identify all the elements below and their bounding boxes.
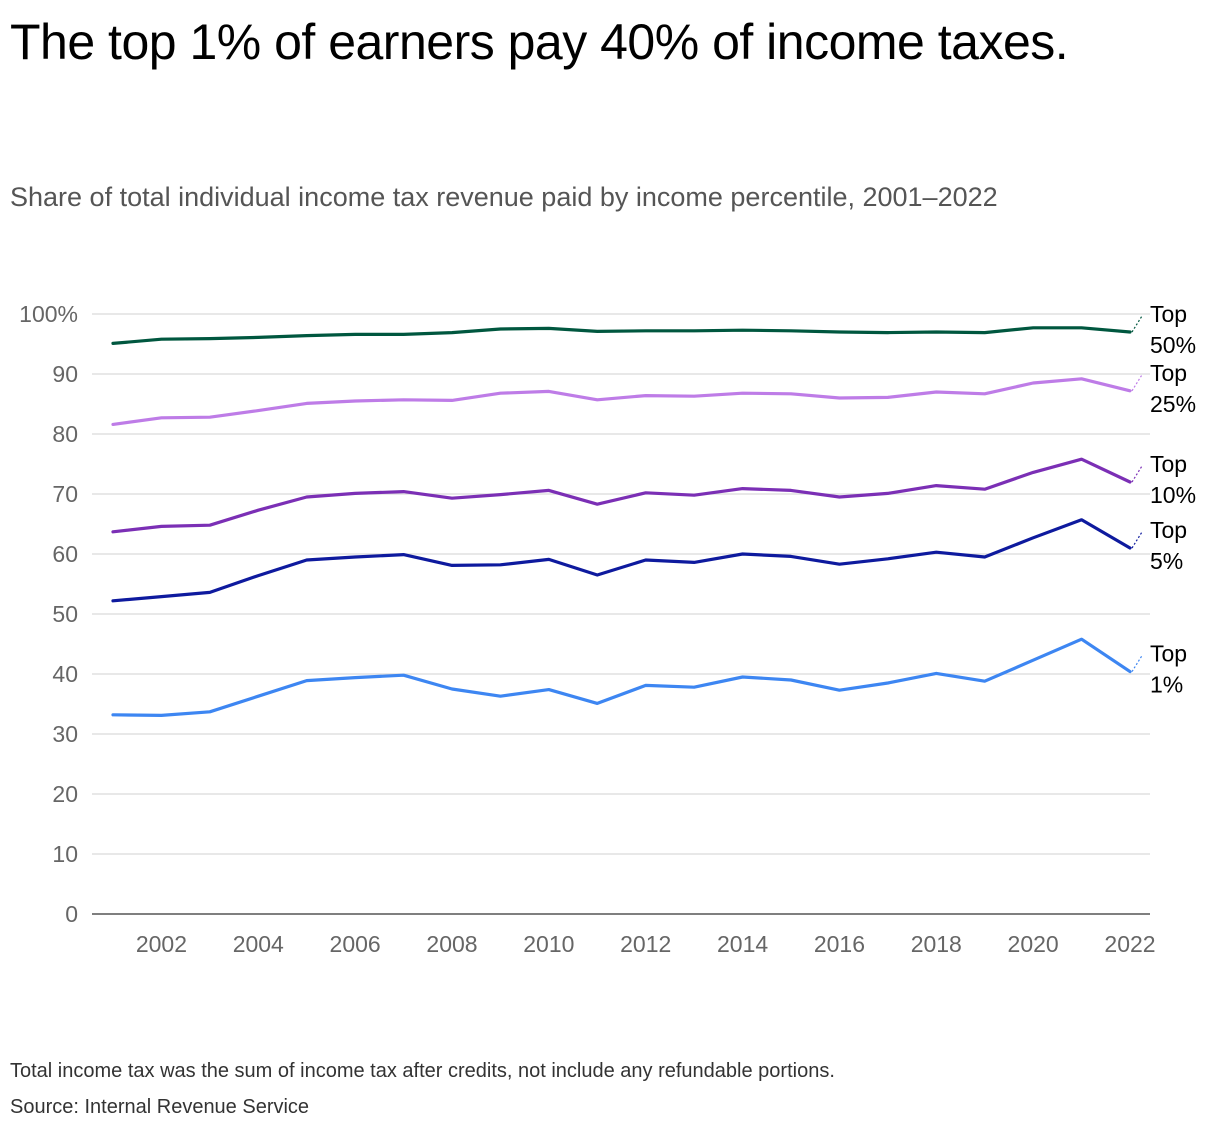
y-tick-label: 60 xyxy=(52,541,78,567)
y-tick-label: 20 xyxy=(52,781,78,807)
series-label-connector xyxy=(1131,465,1143,483)
gridlines xyxy=(92,313,1150,855)
series-lines xyxy=(111,326,1132,717)
x-tick-label: 2002 xyxy=(136,931,187,957)
series-label: Top xyxy=(1150,641,1187,667)
x-tick-label: 2006 xyxy=(330,931,381,957)
chart-subtitle: Share of total individual income tax rev… xyxy=(10,182,998,212)
series-label-connector xyxy=(1131,531,1143,549)
series-line xyxy=(111,377,1132,426)
y-tick-label: 30 xyxy=(52,721,78,747)
x-axis: 2002 2004 2006 2008 2010 2012 2014 2016 2018 2020… xyxy=(92,913,1156,957)
series-label-connector xyxy=(1131,655,1143,672)
series-label: Top xyxy=(1150,301,1187,327)
x-tick-label: 2020 xyxy=(1008,931,1059,957)
y-tick-label: 0 xyxy=(65,901,78,927)
chart-source: Source: Internal Revenue Service xyxy=(10,1096,310,1118)
y-tick-label: 100% xyxy=(19,301,78,327)
series-label: 50% xyxy=(1150,332,1196,358)
series-label: 25% xyxy=(1150,391,1196,417)
series-line xyxy=(111,637,1132,717)
y-tick-label: 90 xyxy=(52,361,78,387)
x-tick-label: 2014 xyxy=(717,931,768,957)
series-label: 1% xyxy=(1150,672,1183,698)
x-tick-label: 2010 xyxy=(523,931,574,957)
y-axis-tick-labels: 100% 90 80 70 60 50 40 30 20 10 0 xyxy=(19,301,78,927)
x-tick-label: 2008 xyxy=(426,931,477,957)
x-tick-label: 2004 xyxy=(233,931,284,957)
x-tick-label: 2012 xyxy=(620,931,671,957)
chart-title: The top 1% of earners pay 40% of income … xyxy=(10,14,1069,70)
series-line xyxy=(111,326,1132,346)
series-label: 10% xyxy=(1150,482,1196,508)
x-tick-label: 2018 xyxy=(911,931,962,957)
series-label: 5% xyxy=(1150,548,1183,574)
series-line xyxy=(111,457,1132,534)
y-tick-label: 10 xyxy=(52,841,78,867)
series-label-connector xyxy=(1131,374,1143,392)
series-label-connector xyxy=(1131,315,1143,333)
series-line xyxy=(111,518,1132,603)
y-tick-label: 70 xyxy=(52,481,78,507)
y-tick-label: 80 xyxy=(52,421,78,447)
x-tick-label: 2016 xyxy=(814,931,865,957)
series-label: Top xyxy=(1150,451,1187,477)
x-tick-label: 2022 xyxy=(1104,931,1155,957)
series-label: Top xyxy=(1150,517,1187,543)
series-label: Top xyxy=(1150,360,1187,386)
y-tick-label: 40 xyxy=(52,661,78,687)
y-tick-label: 50 xyxy=(52,601,78,627)
chart-footnote: Total income tax was the sum of income t… xyxy=(10,1060,835,1082)
